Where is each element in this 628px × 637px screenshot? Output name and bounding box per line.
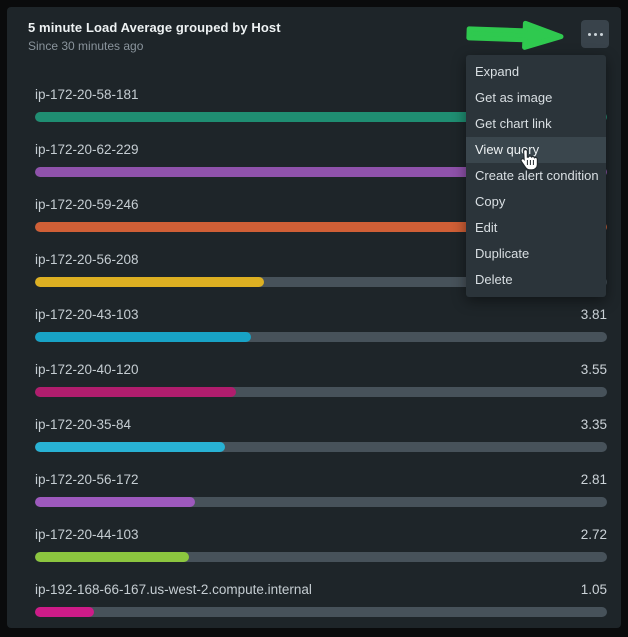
menu-item-view-query[interactable]: View query (466, 137, 606, 163)
chart-header: 5 minute Load Average grouped by Host Si… (28, 20, 600, 53)
host-label: ip-172-20-62-229 (35, 142, 139, 157)
bar-track (35, 167, 607, 177)
chart-options-button[interactable] (581, 20, 609, 48)
bar-fill[interactable] (35, 387, 237, 397)
bar-track (35, 277, 607, 287)
host-label: ip-192-168-66-167.us-west-2.compute.inte… (35, 582, 312, 597)
bar-track (35, 332, 607, 342)
bar-row: ip-172-20-44-103 2.72 (35, 527, 607, 582)
bar-track (35, 442, 607, 452)
menu-item-duplicate[interactable]: Duplicate (475, 246, 530, 261)
chart-subtitle: Since 30 minutes ago (28, 39, 144, 53)
menu-item-get-as-image[interactable]: Get as image (475, 90, 553, 105)
bar-fill[interactable] (35, 497, 195, 507)
host-label: ip-172-20-40-120 (35, 362, 139, 377)
ellipsis-icon (587, 32, 591, 36)
ellipsis-icon (599, 32, 603, 36)
bar-fill[interactable] (35, 552, 190, 562)
menu-item-edit[interactable]: Edit (475, 220, 498, 235)
bar-fill[interactable] (35, 112, 607, 122)
bar-row: ip-172-20-35-84 3.35 (35, 417, 607, 472)
host-label: ip-172-20-59-246 (35, 197, 139, 212)
bar-track (35, 497, 607, 507)
bar-fill[interactable] (35, 277, 264, 287)
bar-fill[interactable] (35, 607, 95, 617)
bar-row: ip-172-20-58-181 (35, 87, 607, 142)
bar-row: ip-172-20-40-120 3.55 (35, 362, 607, 417)
menu-item-delete[interactable]: Delete (475, 272, 513, 287)
bar-track (35, 387, 607, 397)
host-label: ip-172-20-43-103 (35, 307, 139, 322)
bar-value: 2.81 (580, 472, 607, 487)
menu-item-get-chart-link[interactable]: Get chart link (475, 116, 552, 131)
chart-context-menu: Expand Get as image Get chart link View … (466, 55, 606, 297)
bar-fill[interactable] (35, 442, 225, 452)
bar-value: 1.05 (580, 582, 607, 597)
ellipsis-icon (593, 32, 597, 36)
host-label: ip-172-20-56-172 (35, 472, 139, 487)
bar-row: ip-192-168-66-167.us-west-2.compute.inte… (35, 582, 607, 637)
bar-row: ip-172-20-56-172 2.81 (35, 472, 607, 527)
host-label: ip-172-20-44-103 (35, 527, 139, 542)
bar-chart: ip-172-20-58-181 ip-172-20-62-229 ip-172… (35, 87, 607, 637)
bar-row: ip-172-20-56-208 (35, 252, 607, 307)
bar-value: 3.81 (580, 307, 607, 322)
menu-item-create-alert-condition[interactable]: Create alert condition (475, 168, 599, 183)
menu-item-expand[interactable]: Expand (475, 64, 520, 79)
chart-title: 5 minute Load Average grouped by Host (28, 20, 281, 35)
bar-fill[interactable] (35, 332, 252, 342)
host-label: ip-172-20-58-181 (35, 87, 139, 102)
bar-value: 2.72 (580, 527, 607, 542)
host-label: ip-172-20-35-84 (35, 417, 132, 432)
bar-value: 3.55 (580, 362, 607, 377)
bar-track (35, 112, 607, 122)
bar-fill[interactable] (35, 167, 607, 177)
bar-track (35, 607, 607, 617)
bar-row: ip-172-20-62-229 (35, 142, 607, 197)
host-label: ip-172-20-56-208 (35, 252, 139, 267)
bar-row: ip-172-20-43-103 3.81 (35, 307, 607, 362)
bar-value: 3.35 (580, 417, 607, 432)
bar-row: ip-172-20-59-246 (35, 197, 607, 252)
bar-fill[interactable] (35, 222, 607, 232)
bar-track (35, 222, 607, 232)
menu-item-copy[interactable]: Copy (475, 194, 506, 209)
bar-track (35, 552, 607, 562)
